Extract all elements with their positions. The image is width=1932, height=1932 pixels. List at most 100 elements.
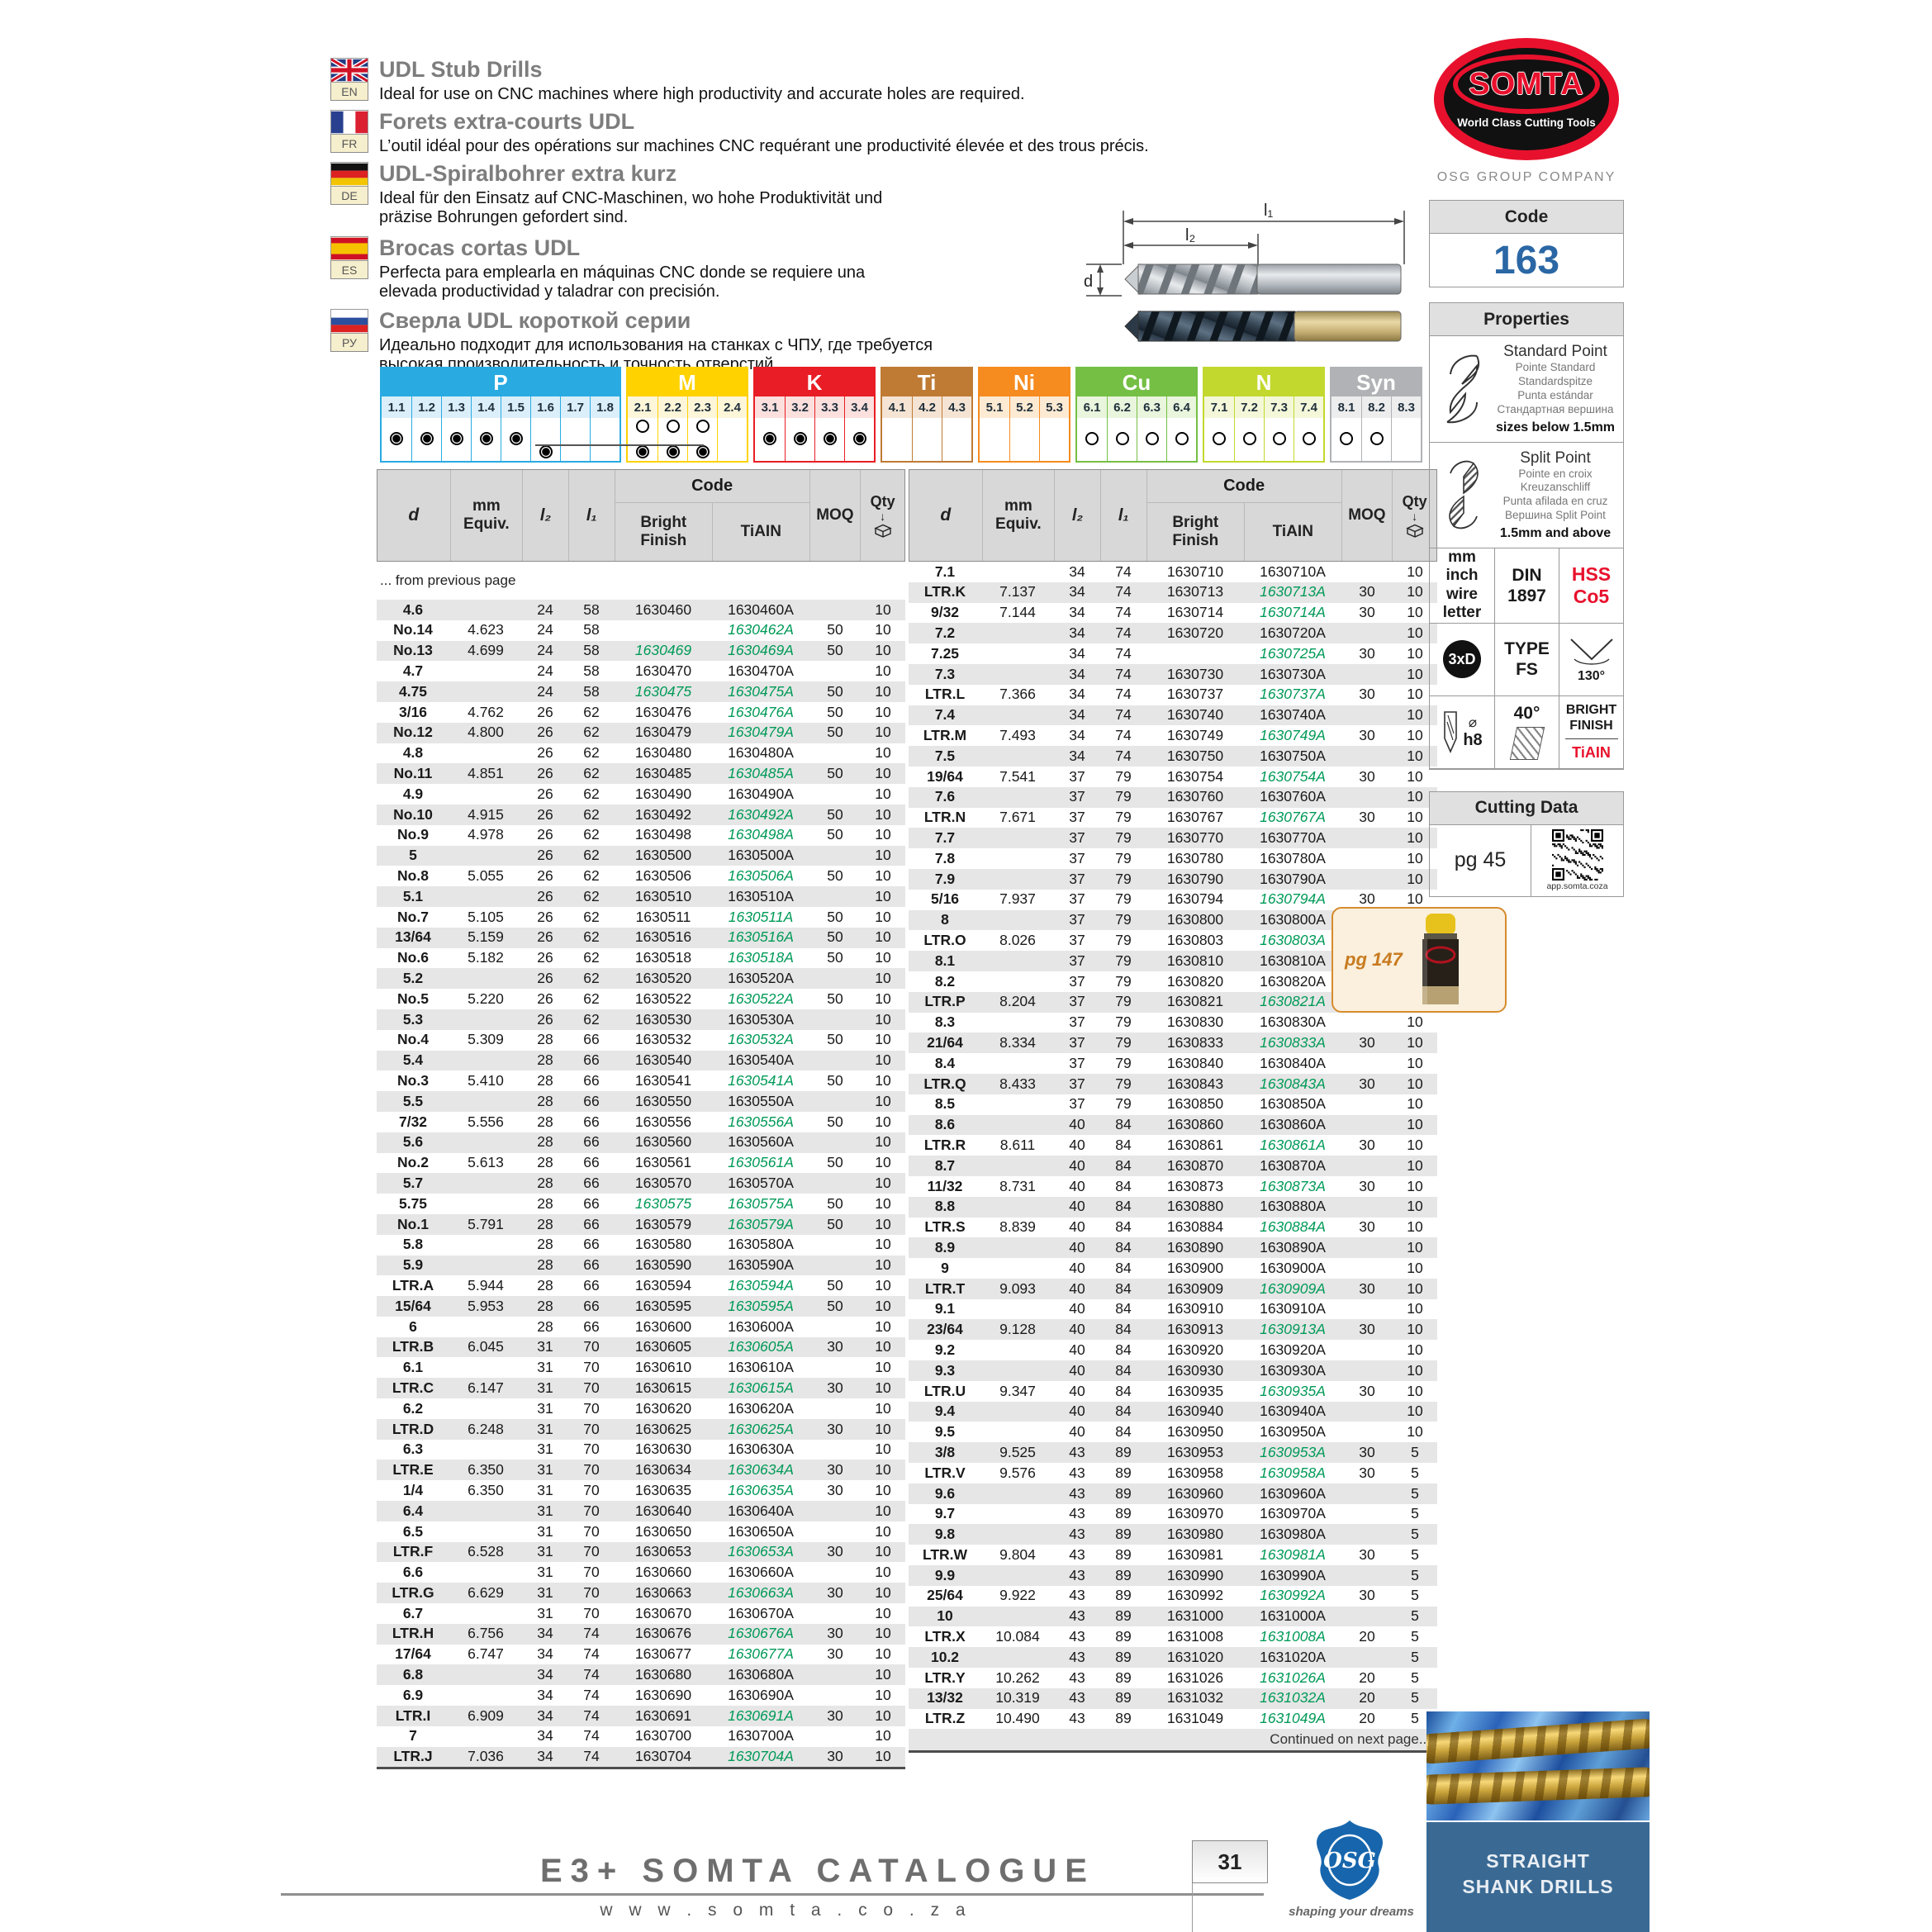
- band-col: 7.1: [1204, 396, 1234, 461]
- cell-d: 9.6: [934, 1484, 956, 1502]
- cell-code-tialn: 1630605A: [728, 1338, 794, 1355]
- cell-qty: 10: [875, 867, 891, 884]
- cell-l2: 40: [1069, 1218, 1085, 1236]
- cell-l1: 84: [1115, 1218, 1132, 1236]
- cell-code-bright: 1630510: [634, 887, 692, 904]
- cell-l2: 40: [1069, 1198, 1085, 1215]
- cell-qty: 10: [1407, 1156, 1423, 1174]
- band-col-number: 5.2: [1010, 396, 1039, 418]
- cell-moq: 50: [827, 1154, 843, 1171]
- marker-open-icon: [1340, 432, 1353, 445]
- cell-code-bright: 1630677: [634, 1645, 692, 1663]
- cell-l2: 26: [537, 785, 553, 802]
- point-angle-icon: [1569, 638, 1613, 665]
- cell-code-bright: 1630660: [634, 1564, 692, 1581]
- cell-l2: 34: [537, 1686, 553, 1703]
- cell-qty: 10: [1407, 727, 1423, 744]
- cell-qty: 10: [875, 662, 891, 680]
- cell-l1: 62: [583, 990, 600, 1007]
- table-row: 7.5 34 74 1630750 1630750A 10: [909, 746, 1437, 767]
- cell-moq: 30: [827, 1481, 843, 1498]
- cell-qty: 5: [1411, 1443, 1419, 1460]
- table-row: 5.3 26 62 1630530 1630530A 10: [377, 1009, 905, 1030]
- cell-l1: 66: [583, 1194, 600, 1212]
- cell-l1: 62: [583, 724, 600, 741]
- cell-qty: 10: [1407, 1423, 1423, 1441]
- cell-code-tialn: 1630820A: [1260, 972, 1326, 990]
- table-row: 7.8 37 79 1630780 1630780A 10: [909, 848, 1437, 869]
- band-col: 1.6: [530, 396, 560, 461]
- band-col-number: 2.3: [688, 396, 717, 418]
- col-header-mm-equiv: mm Equiv.: [449, 470, 523, 561]
- marker-filled-icon: [666, 445, 680, 458]
- cutting-data-box: Cutting Data pg 45 app.somta.coza: [1429, 790, 1624, 897]
- table-row: 5/16 7.937 37 79 1630794 1630794A 30 10: [909, 890, 1437, 910]
- cell-code-bright: 1631000: [1166, 1607, 1224, 1625]
- cell-d: 13/32: [927, 1689, 963, 1707]
- col-header-mm-equiv: mm Equiv.: [981, 470, 1055, 561]
- footer-rule: [281, 1893, 1264, 1896]
- cell-l1: 74: [1115, 604, 1132, 621]
- cell-l2: 26: [537, 1010, 553, 1028]
- lang-block-ru: РУ Сверла UDL короткой серии Идеально по…: [330, 309, 974, 374]
- drill-table-right: d mm Equiv. l₂ l₁ Code Bright Finish TiA…: [909, 469, 1437, 1754]
- table-row: LTR.Q 8.433 37 79 1630843 1630843A 30 10: [909, 1073, 1437, 1094]
- cell-l2: 34: [1069, 563, 1085, 580]
- cell-code-tialn: 1630960A: [1260, 1484, 1326, 1502]
- cell-code-tialn: 1630500A: [728, 847, 794, 864]
- cell-qty: 10: [875, 1194, 891, 1212]
- col-header-code: Code: [615, 470, 809, 503]
- band-col-number: 4.3: [942, 396, 971, 418]
- somta-logo-subtitle: World Class Cutting Tools: [1457, 116, 1596, 129]
- cell-d: 6.9: [402, 1686, 424, 1703]
- cell-moq: 30: [1359, 809, 1375, 826]
- cell-code-bright: 1630720: [1166, 624, 1224, 642]
- table-row: 3/8 9.525 43 89 1630953 1630953A 30 5: [909, 1442, 1437, 1464]
- cell-qty: 10: [1407, 1218, 1423, 1236]
- cell-l2: 37: [1069, 788, 1085, 805]
- cell-mm-equiv: 6.350: [468, 1461, 504, 1479]
- table-row: 9.1 40 84 1630910 1630910A 10: [909, 1299, 1437, 1320]
- cell-code-tialn: 1630640A: [728, 1502, 794, 1519]
- cell-mm-equiv: 8.611: [999, 1136, 1036, 1153]
- cell-mm-equiv: 9.093: [999, 1279, 1036, 1297]
- table-row: No.3 5.410 28 66 1630541 1630541A 50 10: [377, 1070, 905, 1091]
- cell-code-bright: 1630980: [1166, 1526, 1224, 1543]
- cell-l1: 62: [583, 826, 600, 843]
- cell-code-tialn: 1630830A: [1260, 1013, 1326, 1031]
- cell-moq: 30: [1359, 1587, 1375, 1604]
- cell-code-bright: 1630794: [1166, 890, 1224, 908]
- cell-code-bright: 1630518: [634, 949, 692, 966]
- cutting-data-page: pg 45: [1430, 824, 1532, 896]
- cell-l1: 89: [1115, 1710, 1132, 1727]
- cell-moq: 50: [827, 805, 843, 823]
- table-row: 7 34 74 1630700 1630700A 10: [377, 1726, 905, 1747]
- band-col: 1.4: [471, 396, 501, 461]
- cell-l1: 66: [583, 1256, 600, 1274]
- table-row: 5.9 28 66 1630590 1630590A 10: [377, 1255, 905, 1276]
- cell-l2: 24: [537, 662, 553, 680]
- band-col: 6.2: [1107, 396, 1137, 461]
- table-row: LTR.M 7.493 34 74 1630749 1630749A 30 10: [909, 725, 1437, 746]
- cell-l1: 62: [583, 847, 600, 864]
- cell-d: LTR.R: [923, 1136, 966, 1153]
- cell-code-tialn: 1630630A: [728, 1441, 794, 1458]
- cell-d: 7/32: [398, 1113, 428, 1130]
- cell-l1: 84: [1115, 1382, 1132, 1399]
- cell-d: 25/64: [927, 1587, 963, 1604]
- cell-qty: 10: [1407, 1075, 1423, 1092]
- cell-code-bright: 1630840: [1166, 1054, 1224, 1071]
- col-header-tialn: TiAIN: [1244, 503, 1341, 561]
- cell-mm-equiv: 6.909: [468, 1707, 504, 1724]
- band-group: P 1.1 1.2 1.3 1.4 1.5 1.6 1.7 1.8: [380, 367, 621, 463]
- table-row: 15/64 5.953 28 66 1630595 1630595A 50 10: [377, 1296, 905, 1317]
- cell-moq: 30: [827, 1645, 843, 1663]
- cell-qty: 10: [875, 1154, 891, 1171]
- cell-d: No.12: [393, 724, 433, 741]
- cell-d: No.9: [397, 826, 429, 843]
- cell-code-tialn: 1630880A: [1260, 1198, 1326, 1215]
- cell-code-bright: 1630620: [634, 1399, 692, 1417]
- cell-d: No.6: [397, 949, 429, 966]
- marker-filled-icon: [793, 432, 807, 445]
- cell-moq: 20: [1359, 1689, 1375, 1707]
